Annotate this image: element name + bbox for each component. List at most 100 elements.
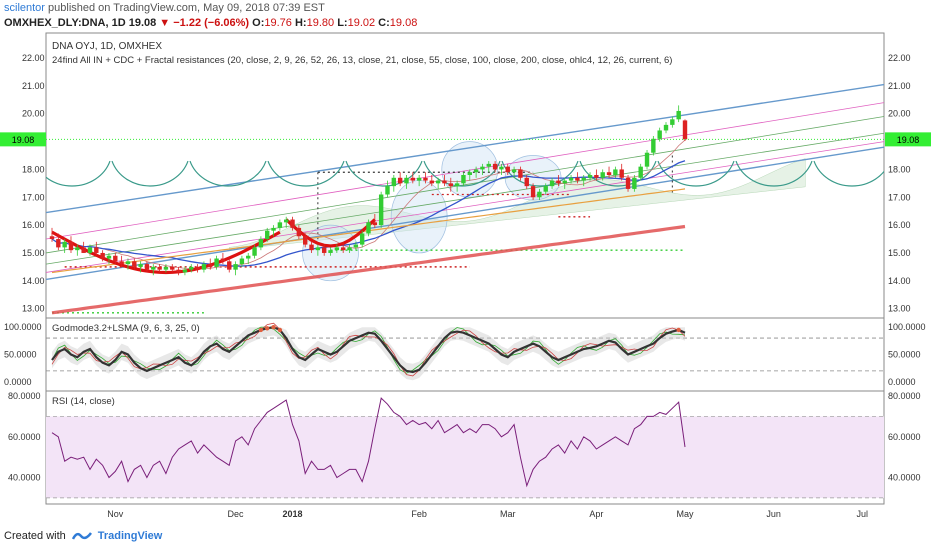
author-link[interactable]: scilentor	[4, 2, 45, 14]
candle-body	[176, 269, 181, 273]
x-tick-label: 2018	[283, 509, 303, 519]
y-tick-label-right: 16.00	[888, 220, 911, 230]
candle-body	[277, 222, 283, 228]
main-pane	[46, 83, 884, 315]
candle-body	[252, 247, 257, 256]
candle-body	[321, 247, 327, 253]
candle-body	[511, 169, 517, 173]
last-price-tag-right	[885, 132, 931, 147]
x-tick-label: May	[676, 509, 694, 519]
y-tick-label-left: 16.00	[22, 220, 45, 230]
candle-body	[600, 172, 605, 178]
godmode-lsma-line	[51, 326, 686, 374]
x-tick-label: Jun	[766, 509, 781, 519]
low-label: L:	[337, 17, 348, 29]
candle-body	[334, 247, 340, 251]
candle-body	[644, 152, 650, 167]
fractal-arc	[813, 160, 884, 187]
candle-body	[410, 177, 416, 181]
candle-body	[467, 172, 472, 175]
candle-body	[575, 177, 580, 181]
y-tick-label-right: 14.00	[888, 276, 911, 286]
fractal-arcs	[46, 160, 884, 187]
close-label: C:	[378, 17, 390, 29]
candle-body	[524, 177, 529, 187]
candle-body	[663, 124, 669, 131]
y-tick-label-right: 21.00	[888, 81, 911, 91]
high-value: 19.80	[306, 17, 335, 29]
fan-line-pink	[46, 102, 884, 240]
candle-body	[157, 266, 162, 270]
godmode-overbought-dot	[265, 326, 270, 331]
candle-body	[543, 186, 548, 192]
symbol-name[interactable]: OMXHEX_DLY:DNA, 1D	[4, 17, 126, 29]
open-value: 19.76	[264, 17, 292, 29]
candle-body	[125, 261, 131, 265]
fractal-arc	[111, 160, 189, 187]
created-with-text: Created with	[4, 530, 66, 542]
candle-body	[296, 227, 302, 237]
candle-body	[391, 177, 397, 187]
candle-body	[499, 166, 504, 170]
candle-body	[81, 247, 86, 253]
candle-body	[568, 177, 574, 181]
y-tick-label-left: 22.00	[22, 53, 45, 63]
fan-line-green	[46, 132, 884, 265]
candle-body	[56, 239, 61, 248]
y-tick-label-left: 20.00	[22, 109, 45, 119]
fan-line-pink	[46, 141, 884, 273]
candle-body	[100, 252, 105, 259]
godmode-band	[52, 327, 685, 381]
candle-body	[113, 255, 118, 262]
candle-body	[632, 177, 637, 189]
godmode-tick-right: 50.0000	[888, 350, 921, 360]
candle-body	[473, 169, 479, 173]
fractal-arc	[423, 160, 501, 187]
rsi-tick-right: 60.0000	[888, 432, 921, 442]
candle-body	[397, 177, 403, 184]
candle-body	[258, 239, 264, 248]
candle-body	[340, 247, 346, 251]
candle-body	[170, 266, 175, 270]
godmode-overbought-dot	[271, 324, 276, 330]
candle-body	[290, 219, 295, 228]
y-tick-label-left: 13.00	[22, 304, 45, 314]
candle-body	[486, 163, 491, 167]
fractal-arc	[735, 160, 813, 187]
chart-frame	[45, 32, 885, 505]
candle-body	[75, 247, 80, 251]
x-tick-label: Mar	[500, 509, 516, 519]
candle-body	[189, 266, 194, 270]
candle-body	[448, 183, 453, 187]
candle-body	[670, 119, 675, 125]
candle-body	[87, 247, 93, 253]
y-tick-label-left: 17.00	[22, 192, 45, 202]
y-tick-label-left: 14.00	[22, 276, 45, 286]
ma-blue	[51, 160, 686, 267]
x-tick-label: Apr	[589, 509, 603, 519]
candle-body	[556, 180, 561, 184]
fractal-arc	[345, 160, 423, 187]
ma-short	[51, 139, 686, 270]
open-label: O:	[252, 17, 265, 29]
candle-body	[49, 236, 55, 240]
candle-body	[214, 258, 219, 267]
tradingview-brand[interactable]: TradingView	[97, 530, 163, 542]
candle-body	[651, 138, 656, 153]
candle-body	[492, 163, 498, 170]
godmode-tick-left: 100.0000	[4, 322, 42, 332]
godmode-title: Godmode3.2+LSMA (9, 6, 3, 25, 0)	[52, 323, 200, 334]
candle-body	[461, 175, 466, 184]
candle-body	[378, 194, 384, 226]
candle-body	[454, 183, 460, 187]
high-label: H:	[294, 17, 307, 29]
channel-lower	[46, 146, 884, 281]
candle-body	[404, 177, 409, 184]
candle-body	[271, 227, 276, 231]
rsi-title: RSI (14, close)	[52, 396, 115, 407]
y-tick-label-right: 17.00	[888, 192, 911, 202]
publish-info: scilentor published on TradingView.com, …	[4, 2, 325, 14]
candle-body	[227, 261, 232, 270]
x-tick-label: Jul	[856, 509, 868, 519]
